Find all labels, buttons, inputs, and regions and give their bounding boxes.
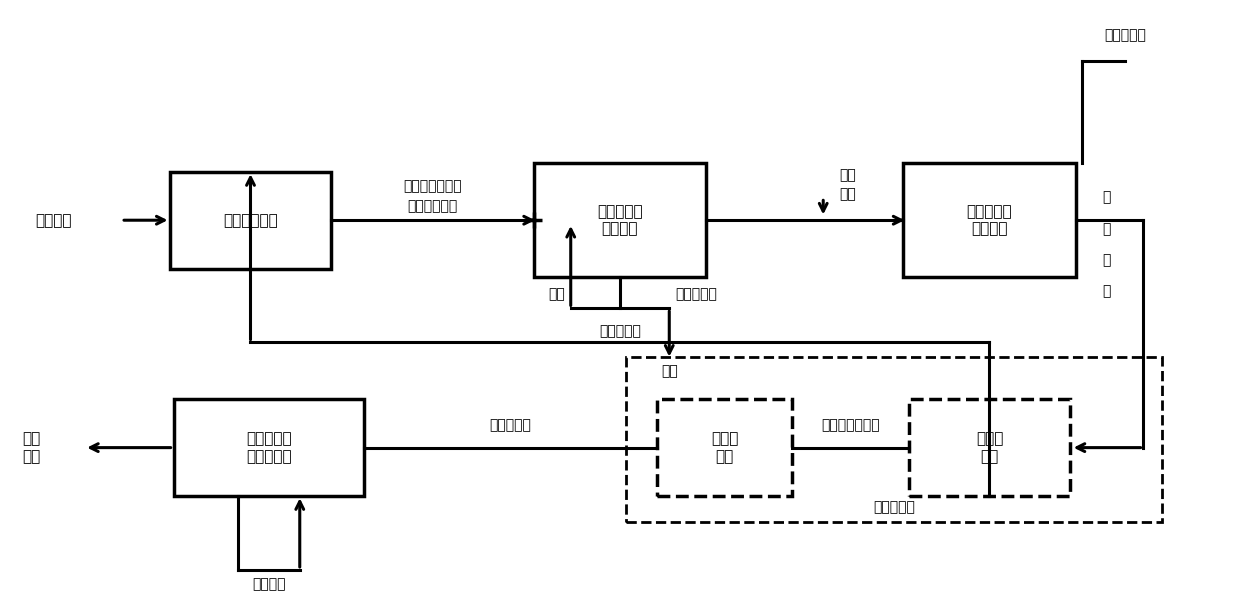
Text: 第二级纳滤
分盐系统: 第二级纳滤 分盐系统 xyxy=(967,204,1012,237)
Bar xyxy=(657,399,792,496)
Text: 预处理后稀释: 预处理后稀释 xyxy=(407,199,458,213)
Text: 一级: 一级 xyxy=(839,168,857,181)
Bar xyxy=(174,399,365,496)
Bar xyxy=(903,163,1076,277)
Bar xyxy=(533,163,707,277)
Text: 第一级纳滤
分盐系统: 第一级纳滤 分盐系统 xyxy=(598,204,642,237)
Text: 二级浓缩液: 二级浓缩液 xyxy=(1104,28,1146,43)
Text: 反渗透
系统: 反渗透 系统 xyxy=(976,432,1003,464)
Text: 外排: 外排 xyxy=(661,364,677,378)
Text: 正渗透
系统: 正渗透 系统 xyxy=(711,432,738,464)
Bar xyxy=(170,172,331,269)
Text: 一级浓水: 一级浓水 xyxy=(252,577,285,591)
Text: 一级浓缩液: 一级浓缩液 xyxy=(676,287,717,301)
Text: 级: 级 xyxy=(1102,222,1111,236)
Text: 盐湖卤水: 盐湖卤水 xyxy=(35,213,72,228)
Text: 初级富锂浓缩液: 初级富锂浓缩液 xyxy=(822,418,880,432)
Text: 提锂
母液: 提锂 母液 xyxy=(22,432,41,464)
Text: 反渗透滤液: 反渗透滤液 xyxy=(599,324,641,338)
Bar xyxy=(626,356,1162,521)
Text: 富锂浓缩液: 富锂浓缩液 xyxy=(490,418,532,432)
Text: 一级纳滤深
度除镁系统: 一级纳滤深 度除镁系统 xyxy=(247,432,291,464)
Text: 微滤预处理卤水: 微滤预处理卤水 xyxy=(403,179,461,193)
Bar xyxy=(909,399,1070,496)
Text: 微滤净化系统: 微滤净化系统 xyxy=(223,213,278,228)
Text: 液: 液 xyxy=(1102,284,1111,298)
Text: 滤: 滤 xyxy=(1102,253,1111,267)
Text: 膜浓缩系统: 膜浓缩系统 xyxy=(873,500,915,514)
Text: 二: 二 xyxy=(1102,190,1111,205)
Text: 滤液: 滤液 xyxy=(839,187,857,202)
Text: 回流: 回流 xyxy=(548,287,564,301)
